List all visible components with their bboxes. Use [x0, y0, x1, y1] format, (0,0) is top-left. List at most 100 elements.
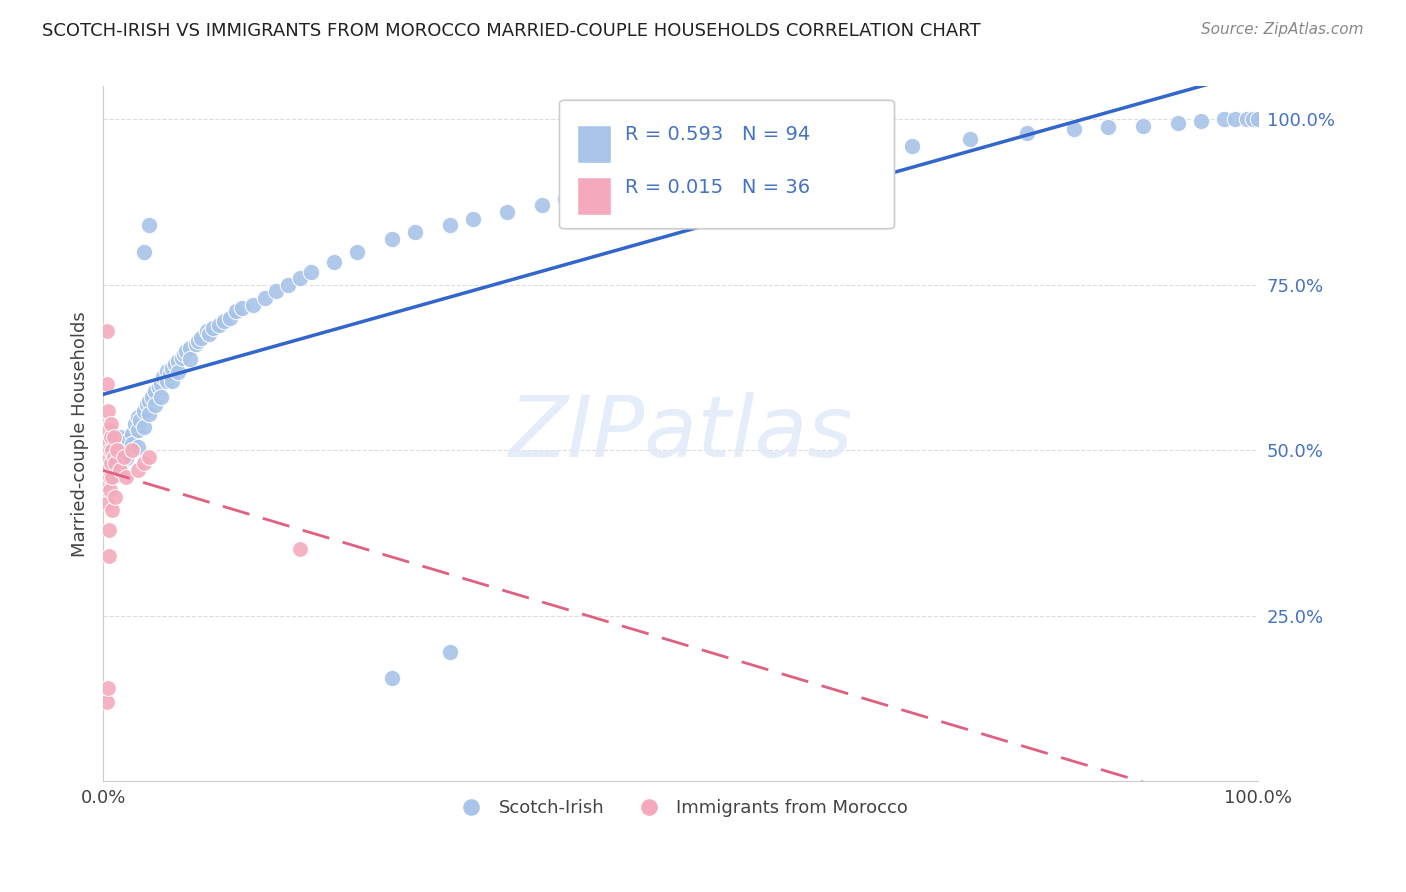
Point	[288, 542, 311, 557]
Point	[179, 341, 201, 355]
Point	[104, 490, 127, 504]
Point	[121, 436, 143, 450]
Point	[138, 393, 160, 408]
Point	[219, 310, 242, 325]
Point	[612, 185, 634, 199]
Point	[170, 351, 193, 365]
Point	[96, 377, 118, 392]
Point	[98, 483, 121, 497]
Point	[132, 403, 155, 417]
Point	[381, 672, 404, 686]
Point	[96, 324, 118, 338]
Point	[97, 549, 120, 563]
Point	[127, 423, 149, 437]
Point	[149, 390, 172, 404]
Point	[110, 430, 132, 444]
Point	[100, 417, 122, 431]
Point	[110, 463, 132, 477]
Point	[554, 192, 576, 206]
Point	[277, 277, 299, 292]
Point	[121, 426, 143, 441]
Point	[162, 360, 184, 375]
Point	[127, 410, 149, 425]
Point	[103, 430, 125, 444]
Point	[103, 450, 125, 464]
Point	[439, 645, 461, 659]
Point	[1247, 112, 1270, 127]
Point	[589, 188, 612, 202]
Point	[214, 314, 236, 328]
Point	[143, 398, 166, 412]
Point	[201, 321, 224, 335]
Point	[242, 298, 264, 312]
Point	[138, 219, 160, 233]
Point	[101, 450, 124, 464]
Point	[121, 443, 143, 458]
Point	[97, 423, 120, 437]
Point	[104, 436, 127, 450]
Point	[143, 384, 166, 398]
Point	[117, 434, 139, 448]
Point	[101, 469, 124, 483]
Y-axis label: Married-couple Households: Married-couple Households	[72, 310, 89, 557]
Point	[149, 377, 172, 392]
Point	[97, 436, 120, 450]
Point	[190, 331, 212, 345]
Point	[187, 334, 209, 348]
Point	[115, 440, 138, 454]
Point	[288, 271, 311, 285]
Point	[439, 219, 461, 233]
Point	[152, 370, 174, 384]
Point	[901, 139, 924, 153]
Text: ZIPatlas: ZIPatlas	[509, 392, 853, 475]
Point	[97, 450, 120, 464]
Point	[127, 463, 149, 477]
Point	[112, 450, 135, 464]
Point	[404, 225, 426, 239]
Point	[1212, 112, 1234, 127]
Point	[97, 523, 120, 537]
Point	[231, 301, 253, 315]
Point	[97, 681, 120, 696]
Point	[1132, 119, 1154, 133]
Point	[173, 347, 195, 361]
Point	[96, 695, 118, 709]
Point	[112, 446, 135, 460]
Point	[842, 145, 865, 160]
Point	[167, 354, 190, 368]
FancyBboxPatch shape	[576, 125, 612, 162]
Point	[1017, 126, 1039, 140]
Point	[94, 443, 117, 458]
Point	[110, 463, 132, 477]
Point	[647, 178, 669, 193]
Point	[127, 440, 149, 454]
Point	[129, 413, 152, 427]
Point	[1236, 112, 1258, 127]
Point	[266, 285, 288, 299]
Point	[176, 343, 198, 358]
Point	[727, 162, 749, 177]
Point	[97, 403, 120, 417]
Point	[323, 254, 346, 268]
Point	[531, 198, 554, 212]
Point	[132, 457, 155, 471]
Point	[1241, 112, 1264, 127]
Point	[1189, 113, 1212, 128]
Point	[104, 457, 127, 471]
Point	[198, 327, 221, 342]
Point	[98, 443, 121, 458]
Point	[1097, 120, 1119, 135]
Point	[346, 244, 368, 259]
Point	[1167, 116, 1189, 130]
Point	[136, 397, 159, 411]
Text: R = 0.593   N = 94: R = 0.593 N = 94	[626, 126, 811, 145]
FancyBboxPatch shape	[576, 177, 612, 215]
Point	[208, 318, 231, 332]
Point	[115, 469, 138, 483]
FancyBboxPatch shape	[560, 100, 894, 228]
Point	[1063, 122, 1085, 136]
Point	[184, 337, 207, 351]
Point	[156, 374, 179, 388]
Point	[785, 152, 807, 166]
Text: Source: ZipAtlas.com: Source: ZipAtlas.com	[1201, 22, 1364, 37]
